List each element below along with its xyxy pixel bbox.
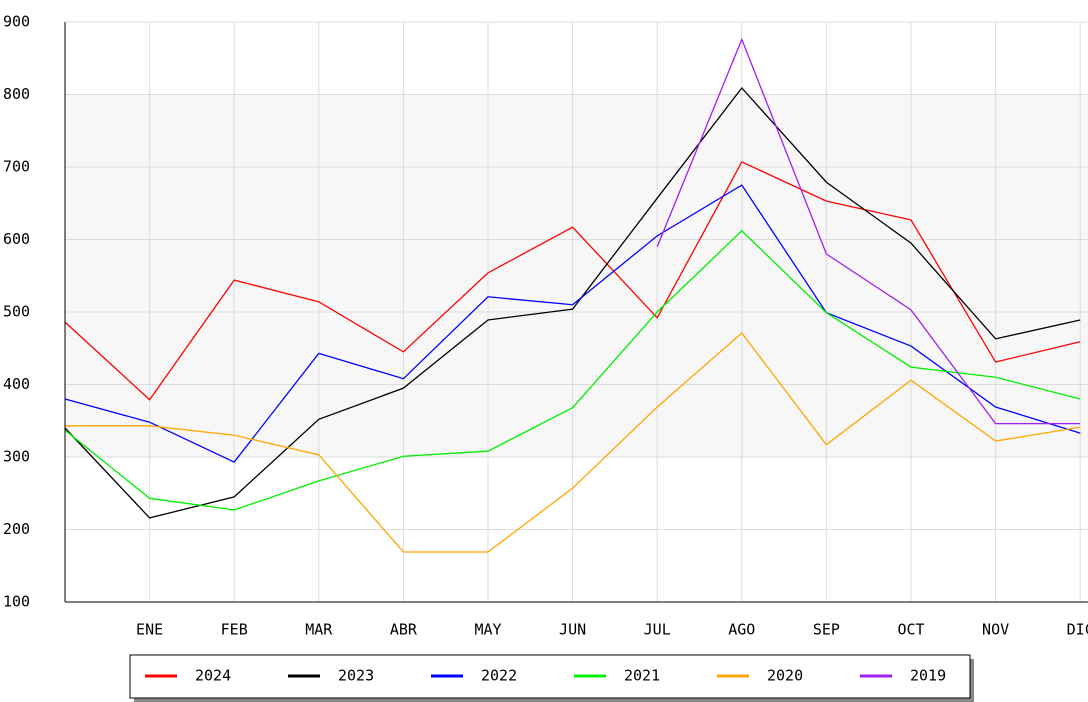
y-tick-label: 100 <box>3 593 30 611</box>
series-line <box>64 184 1081 463</box>
y-tick-label: 800 <box>3 85 30 103</box>
x-tick-label: SEP <box>813 621 840 639</box>
series-line <box>65 332 1081 553</box>
x-tick-label: ENE <box>136 621 163 639</box>
series-line <box>64 86 1081 519</box>
y-tick-label: 300 <box>3 448 30 466</box>
plot-band <box>65 94 1088 457</box>
x-tick-label: JUL <box>644 621 671 639</box>
x-tick-label: NOV <box>982 621 1009 639</box>
x-tick-label: MAR <box>305 621 333 639</box>
legend-items: 2024 2023 2022 2021 2020 2019 <box>145 667 946 685</box>
y-tick-label: 900 <box>3 13 30 31</box>
x-tick-label: OCT <box>897 621 924 639</box>
y-tick-label: 200 <box>3 520 30 538</box>
y-tick-label: 600 <box>3 230 30 248</box>
legend-label: 2020 <box>767 667 803 685</box>
x-tick-label: AGO <box>728 621 755 639</box>
lines <box>64 37 1081 553</box>
x-tick-label: DIC <box>1067 621 1088 639</box>
series-line <box>64 229 1081 511</box>
legend-label: 2021 <box>624 667 660 685</box>
legend-label: 2022 <box>481 667 517 685</box>
legend-label: 2024 <box>195 667 231 685</box>
y-tick-label: 500 <box>3 303 30 321</box>
y-tick-label: 700 <box>3 158 30 176</box>
series-line <box>656 37 1081 425</box>
legend-label: 2019 <box>910 667 946 685</box>
legend-label: 2023 <box>338 667 374 685</box>
x-tick-label: JUN <box>559 621 586 639</box>
x-tick-label: MAY <box>474 621 501 639</box>
legend <box>129 654 971 699</box>
series-line <box>64 161 1081 401</box>
x-tick-label: FEB <box>221 621 248 639</box>
y-tick-label: 400 <box>3 375 30 393</box>
x-tick-label: ABR <box>390 621 418 639</box>
grid <box>65 21 1088 603</box>
